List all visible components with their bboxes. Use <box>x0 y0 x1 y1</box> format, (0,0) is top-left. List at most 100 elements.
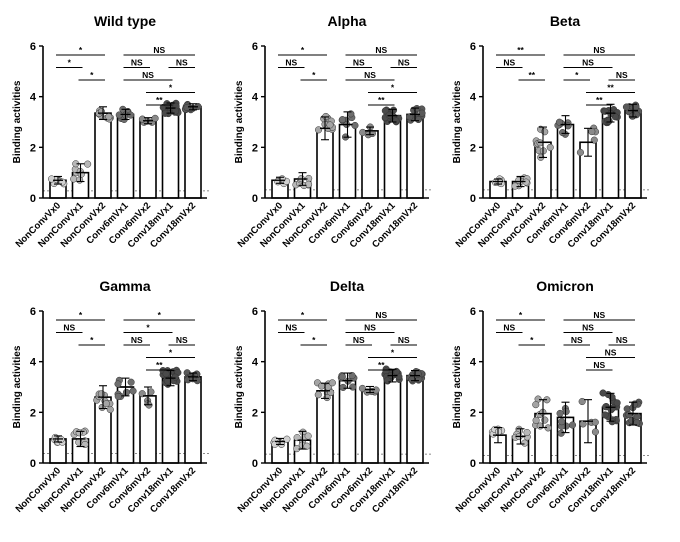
significance-label: * <box>146 323 150 333</box>
significance-label: NS <box>364 323 376 333</box>
data-point <box>348 371 356 380</box>
data-point <box>114 380 122 388</box>
data-point <box>138 115 146 123</box>
bar <box>161 377 180 464</box>
data-point <box>523 428 531 437</box>
significance-label: * <box>391 348 395 358</box>
bar <box>116 113 135 199</box>
data-point <box>358 384 366 392</box>
data-point <box>70 175 78 183</box>
data-point <box>562 407 570 416</box>
significance-label: NS <box>616 335 628 345</box>
data-point <box>418 109 426 117</box>
y-tick-label: 6 <box>30 41 36 53</box>
significance-label: NS <box>398 335 410 345</box>
y-tick-label: 0 <box>470 458 476 470</box>
data-point <box>558 418 566 426</box>
data-point <box>293 434 301 442</box>
y-tick-label: 6 <box>252 41 258 53</box>
bar <box>161 107 180 199</box>
data-point <box>628 112 636 120</box>
significance-label: NS <box>153 45 165 55</box>
bar <box>406 374 424 464</box>
data-point <box>162 370 170 378</box>
y-tick-label: 6 <box>470 41 476 53</box>
data-point <box>328 379 336 387</box>
bar <box>139 119 157 199</box>
significance-label: * <box>530 335 534 345</box>
bar <box>383 114 402 199</box>
data-point <box>171 373 179 381</box>
bar <box>601 112 620 199</box>
data-point <box>591 428 599 436</box>
data-point <box>305 180 313 188</box>
significance-label: * <box>90 70 94 80</box>
y-axis-label: Binding activities <box>234 345 245 428</box>
data-point <box>532 416 540 424</box>
data-point <box>314 126 323 134</box>
y-tick-label: 2 <box>470 142 476 154</box>
data-point <box>326 121 334 129</box>
significance-label: NS <box>375 310 387 320</box>
data-point <box>303 442 311 450</box>
y-tick-label: 0 <box>30 193 36 205</box>
significance-label: NS <box>616 70 628 80</box>
y-tick-label: 6 <box>30 306 36 318</box>
bar <box>624 109 642 199</box>
data-point <box>515 176 523 184</box>
significance-label: NS <box>593 310 605 320</box>
bar <box>361 130 379 199</box>
significance-label: * <box>312 335 316 345</box>
data-point <box>568 421 577 429</box>
data-point <box>613 399 621 407</box>
y-tick-label: 4 <box>252 357 259 369</box>
data-point <box>414 370 422 378</box>
data-point <box>541 128 549 136</box>
y-tick-label: 4 <box>252 92 259 104</box>
significance-label: * <box>301 45 305 55</box>
significance-label: * <box>312 70 316 80</box>
y-tick-label: 2 <box>30 142 36 154</box>
significance-label: * <box>169 348 173 358</box>
significance-label: NS <box>131 58 143 68</box>
y-tick-label: 4 <box>30 92 37 104</box>
bar <box>338 379 357 464</box>
data-point <box>556 409 564 417</box>
data-point <box>339 383 347 391</box>
y-axis-label: Binding activities <box>452 345 463 428</box>
data-point <box>151 114 159 122</box>
data-point <box>546 143 554 151</box>
data-point <box>555 118 563 126</box>
y-tick-label: 4 <box>470 92 477 104</box>
y-tick-label: 0 <box>470 193 476 205</box>
data-point <box>406 113 414 121</box>
significance-label: NS <box>503 323 515 333</box>
data-point <box>77 170 85 178</box>
data-point <box>127 378 135 386</box>
y-tick-label: 2 <box>252 407 258 419</box>
significance-label: ** <box>596 95 603 105</box>
bar <box>406 113 424 199</box>
y-axis-label: Binding activities <box>234 80 245 163</box>
significance-label: NS <box>285 58 297 68</box>
significance-label: NS <box>582 323 594 333</box>
y-axis-label: Binding activities <box>12 80 23 163</box>
significance-label: * <box>301 310 305 320</box>
significance-label: NS <box>131 335 143 345</box>
significance-label: NS <box>571 335 583 345</box>
significance-label: ** <box>528 70 535 80</box>
data-point <box>351 121 359 130</box>
significance-label: NS <box>605 348 617 358</box>
significance-label: NS <box>176 58 188 68</box>
data-point <box>75 429 83 437</box>
bar <box>316 389 334 464</box>
significance-label: * <box>169 83 173 93</box>
data-point <box>576 148 584 157</box>
data-point <box>122 388 131 396</box>
significance-label: NS <box>63 323 75 333</box>
significance-label: * <box>68 58 72 68</box>
data-point <box>314 391 322 399</box>
